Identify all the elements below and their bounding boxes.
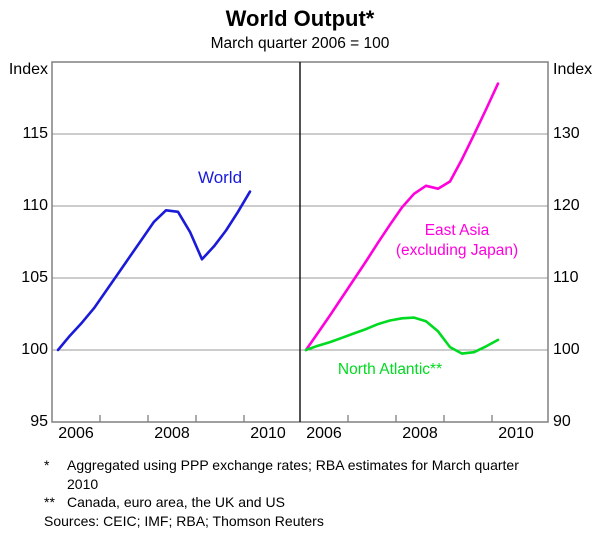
sources-line: Sources: CEIC; IMF; RBA; Thomson Reuters — [44, 512, 554, 531]
left-panel-year-label: 2008 — [154, 425, 190, 442]
footnotes: * Aggregated using PPP exchange rates; R… — [44, 456, 554, 530]
right-axis-tick-label: 90 — [553, 413, 571, 430]
north-atlantic-line — [304, 316, 500, 355]
east-asia-series-label-line1: East Asia — [424, 222, 490, 239]
east-asia-line — [304, 82, 500, 352]
footnote-1-text: Aggregated using PPP exchange rates; RBA… — [67, 457, 519, 473]
left-axis-tick-label: 95 — [30, 413, 48, 430]
footnote-1-text-continued: 2010 — [67, 475, 99, 492]
east-asia-series-label-line2: (excluding Japan) — [395, 242, 519, 259]
right-axis-tick-label: 110 — [553, 269, 579, 286]
left-panel-year-label: 2010 — [250, 425, 286, 442]
footnote-2-text: Canada, euro area, the UK and US — [67, 494, 285, 510]
right-axis-tick-label: 100 — [553, 341, 580, 358]
chart-subtitle: March quarter 2006 = 100 — [210, 35, 390, 52]
left-panel-year-label: 2006 — [58, 425, 94, 442]
right-axis-tick-label: 130 — [553, 125, 580, 142]
right-panel-year-label: 2006 — [306, 425, 342, 442]
plot-svg — [51, 61, 549, 423]
left-axis-tick-label: 100 — [21, 341, 48, 358]
sources-text: Sources: CEIC; IMF; RBA; Thomson Reuters — [44, 512, 324, 529]
north-atlantic-series-label: North Atlantic** — [337, 361, 443, 378]
footnote-2: ** Canada, euro area, the UK and US — [44, 493, 554, 512]
east-asia-series-label: East Asia (excluding Japan) — [372, 221, 542, 261]
left-axis-tick-label: 105 — [21, 269, 48, 286]
left-axis-unit-label: Index — [8, 61, 48, 78]
world-line — [56, 190, 252, 352]
world-series-label: World — [197, 168, 243, 187]
right-panel-year-label: 2010 — [498, 425, 534, 442]
left-axis-tick-label: 115 — [22, 125, 48, 142]
footnote-1-line-1: * Aggregated using PPP exchange rates; R… — [44, 456, 554, 475]
chart-title: World Output* — [225, 6, 375, 31]
right-axis-unit-label: Index — [553, 61, 593, 78]
left-axis-tick-label: 110 — [22, 197, 48, 214]
right-axis-tick-label: 120 — [553, 197, 580, 214]
right-panel-year-label: 2008 — [402, 425, 438, 442]
footnote-1-line-2: 2010 — [44, 475, 554, 494]
footnote-1-marker: * — [44, 457, 50, 473]
footnote-2-marker: ** — [44, 494, 55, 510]
